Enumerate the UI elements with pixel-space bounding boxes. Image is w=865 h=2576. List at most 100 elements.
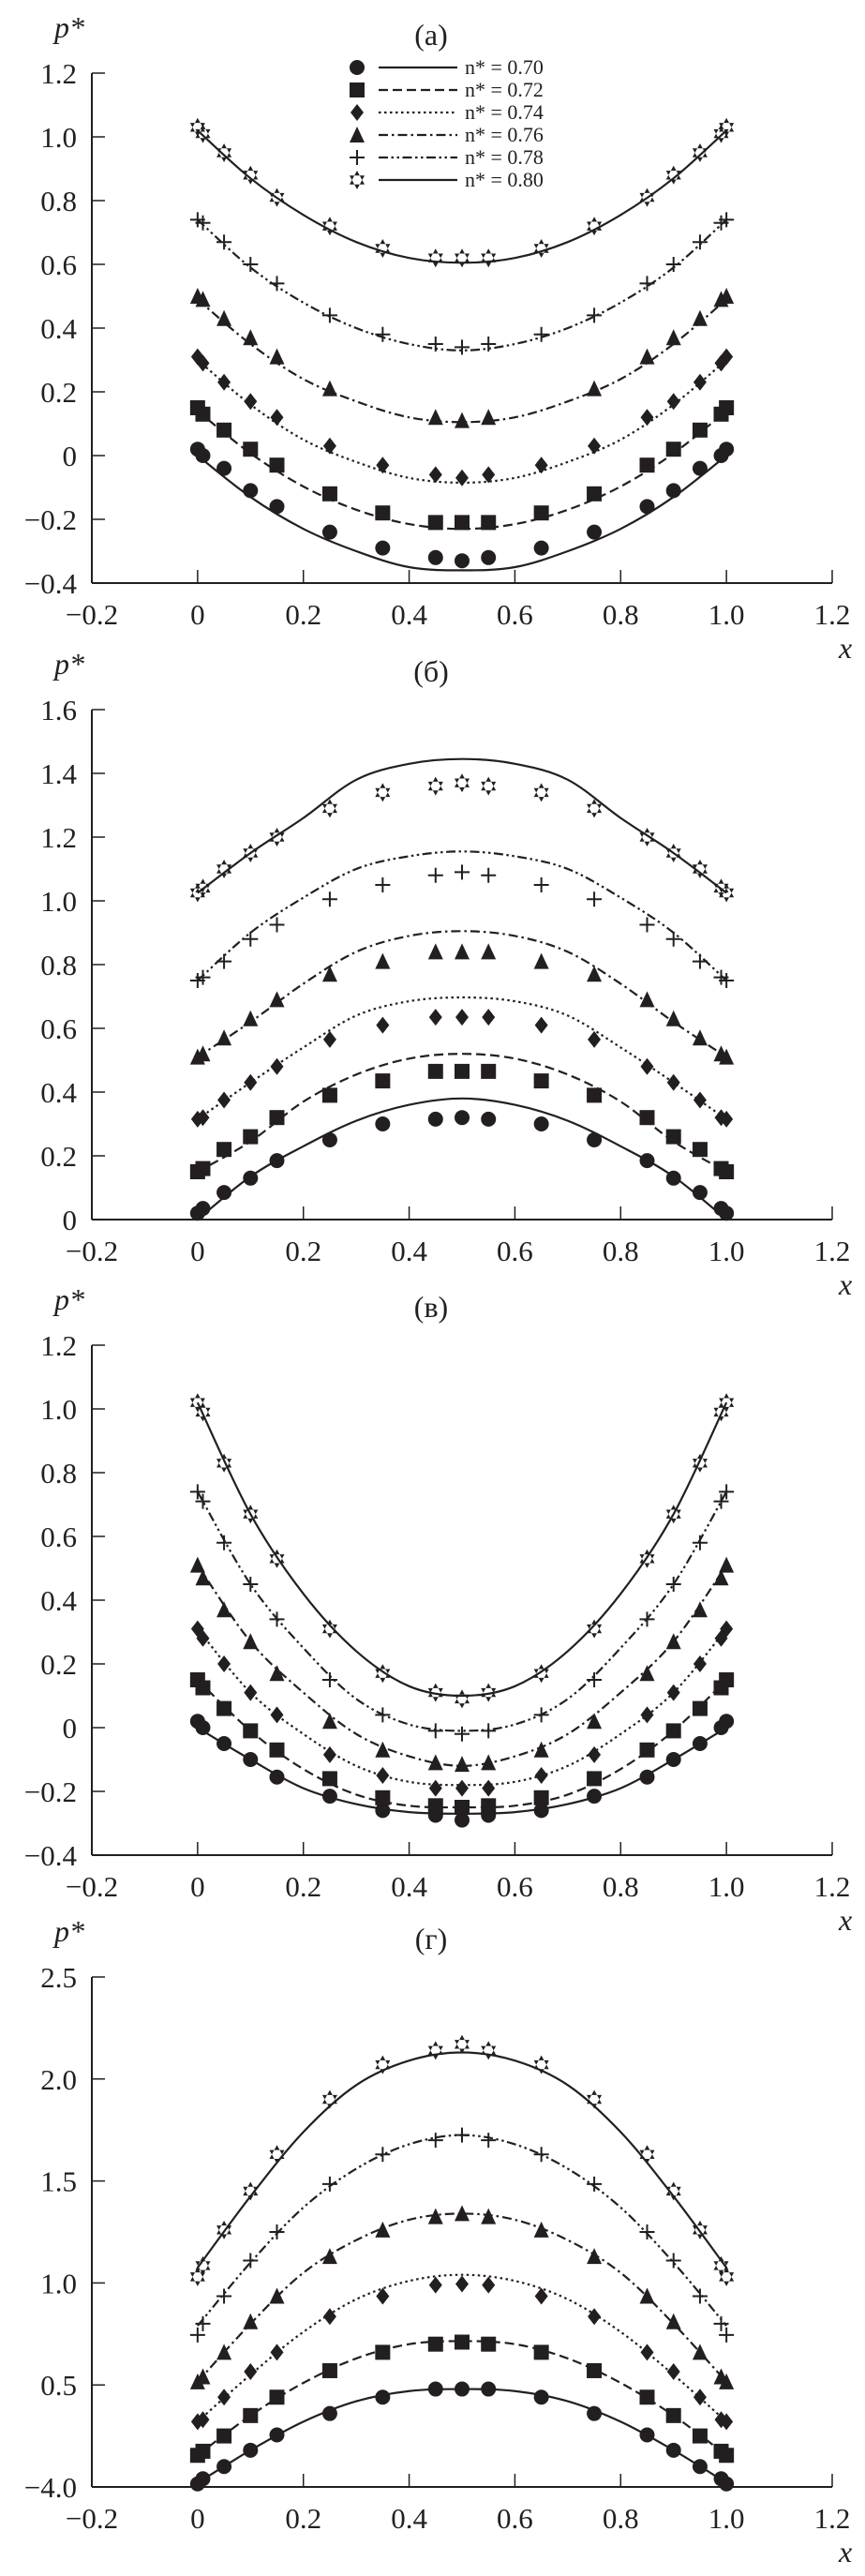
data-point <box>482 466 496 484</box>
data-point <box>587 1132 603 1147</box>
data-point <box>195 1680 211 1696</box>
y-tick-label: 1.0 <box>40 2267 77 2299</box>
data-point <box>534 1767 548 1784</box>
data-point <box>216 143 232 162</box>
data-point <box>665 165 681 185</box>
data-point <box>216 2428 232 2444</box>
series-curve <box>197 930 727 1058</box>
series-curve <box>196 1401 728 1698</box>
x-tick-label: 0.6 <box>497 2502 533 2535</box>
data-point <box>481 1754 497 1771</box>
data-point <box>713 2255 729 2275</box>
data-point <box>428 1009 442 1026</box>
data-point <box>217 1091 231 1109</box>
series-0.76 <box>189 1556 735 1773</box>
data-point <box>196 354 210 372</box>
data-point <box>665 442 681 457</box>
data-point <box>269 2389 285 2405</box>
data-point <box>534 457 548 474</box>
data-point <box>692 2344 708 2360</box>
data-point <box>587 1672 603 1687</box>
data-point <box>481 2208 497 2224</box>
data-point <box>189 2267 205 2286</box>
y-tick-label: 2.5 <box>40 1961 77 1994</box>
data-point <box>427 409 443 426</box>
data-point <box>189 1484 205 1500</box>
data-point <box>533 2221 549 2238</box>
data-point <box>455 339 470 355</box>
series-0.74 <box>190 996 734 1128</box>
series-0.72 <box>189 2334 735 2464</box>
legend-label: n* = 0.78 <box>465 145 544 169</box>
data-point <box>321 2405 337 2421</box>
series-0.76 <box>189 930 735 1065</box>
y-tick-label: 0.8 <box>40 1457 77 1490</box>
data-point <box>719 1206 735 1221</box>
x-tick-label: 0 <box>190 598 205 631</box>
x-tick-label: 0.2 <box>285 1235 321 1267</box>
data-point <box>713 1569 729 1586</box>
legend: n* = 0.70n* = 0.72n* = 0.74n* = 0.76n* =… <box>350 55 544 191</box>
data-point <box>427 1754 443 1771</box>
y-tick-label: 0 <box>63 1204 78 1236</box>
data-point <box>455 1726 470 1742</box>
data-point <box>639 2287 655 2304</box>
panel-1: (a)p*x1.21.00.80.60.40.20−0.2−0.4−0.2 0 0.… <box>24 10 852 665</box>
x-axis-label: x <box>838 1903 852 1937</box>
data-point <box>427 2041 443 2060</box>
data-point <box>639 828 655 846</box>
data-point <box>217 373 231 391</box>
data-point <box>243 1633 259 1650</box>
data-point <box>243 257 259 272</box>
data-point <box>481 1111 497 1127</box>
data-point <box>665 257 681 272</box>
data-point <box>321 1672 337 1687</box>
data-point <box>692 860 708 878</box>
data-point <box>587 1713 603 1730</box>
data-point <box>196 2411 210 2429</box>
data-point <box>720 1110 734 1128</box>
data-point <box>693 1091 707 1109</box>
data-point <box>243 329 259 346</box>
data-point <box>533 783 549 802</box>
data-point <box>376 1016 390 1034</box>
y-tick-label: 0.6 <box>40 1012 77 1045</box>
series-0.78 <box>189 212 735 355</box>
series-0.74 <box>190 1620 734 1797</box>
series-0.78 <box>189 1484 735 1742</box>
data-point <box>375 877 391 892</box>
data-point <box>243 2313 259 2329</box>
data-point <box>481 776 497 796</box>
data-point <box>455 553 470 569</box>
data-point <box>639 1110 655 1126</box>
data-point <box>482 2276 496 2294</box>
x-tick-label: 0.8 <box>603 1870 639 1903</box>
data-point <box>243 1752 259 1767</box>
data-point <box>588 1745 602 1763</box>
data-point <box>322 1030 336 1048</box>
data-point <box>719 1672 735 1687</box>
data-point <box>455 1009 469 1026</box>
data-point <box>587 2405 603 2421</box>
data-point <box>719 1556 735 1573</box>
data-point <box>665 931 681 947</box>
x-tick-label: 1.0 <box>708 598 745 631</box>
data-point <box>692 953 708 969</box>
data-point <box>533 505 549 521</box>
data-point <box>455 515 470 531</box>
data-point <box>719 1048 735 1065</box>
data-point <box>244 1073 258 1091</box>
data-point <box>665 2442 681 2458</box>
data-point <box>587 380 603 397</box>
data-point <box>482 1779 496 1797</box>
y-tick-label: 1.5 <box>40 2165 77 2198</box>
data-point <box>719 2448 735 2464</box>
data-point <box>428 2276 442 2294</box>
x-tick-label: 1.0 <box>708 1235 745 1267</box>
y-tick-label: 0.4 <box>40 1584 77 1617</box>
data-point <box>665 2313 681 2329</box>
x-tick-label: 1.2 <box>814 1870 851 1903</box>
panel-title: (б) <box>413 654 449 688</box>
panel-3: (в)p*x1.21.00.80.60.40.20−0.2−0.4−0.2 0 0.… <box>24 1282 852 1937</box>
series-curve <box>197 298 727 424</box>
